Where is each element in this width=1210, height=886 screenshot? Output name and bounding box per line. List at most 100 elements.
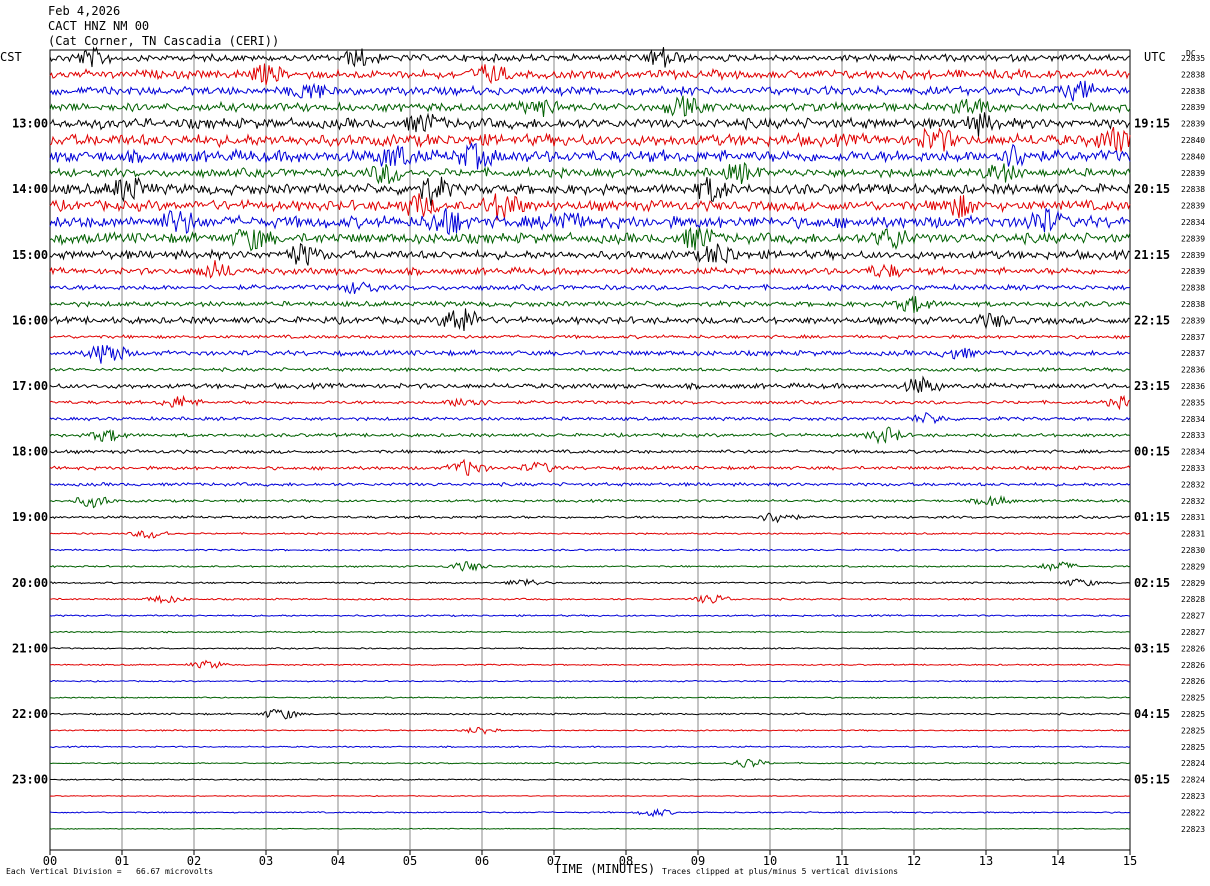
utc-time-label: 20:15 [1134,182,1170,196]
trace-line [49,394,1131,411]
x-tick-label: 08 [619,854,633,868]
dc-value-label: 22830 [1181,546,1205,555]
utc-time-label: 22:15 [1134,313,1170,327]
utc-time-label: 00:15 [1134,445,1170,459]
dc-value-label: 22827 [1181,628,1205,637]
x-tick-label: 10 [763,854,777,868]
cst-time-label: 15:00 [12,248,48,262]
header-location: (Cat Corner, TN Cascadia (CERI)) [48,34,280,48]
dc-value-label: 22838 [1181,70,1205,79]
clip-note: Traces clipped at plus/minus 5 vertical … [662,867,899,876]
utc-time-label: 05:15 [1134,773,1170,787]
utc-time-label: 23:15 [1134,379,1170,393]
utc-time-label: 04:15 [1134,707,1170,721]
x-axis-title: TIME (MINUTES) [554,862,656,876]
dc-value-label: 22839 [1181,103,1205,112]
trace-line [49,827,1131,830]
x-tick-label: 05 [403,854,417,868]
cst-time-label: 21:00 [12,641,48,655]
dc-value-label: 22839 [1181,120,1205,129]
dc-value-label: 22825 [1181,743,1205,752]
dc-value-label: 22838 [1181,284,1205,293]
utc-label: UTC [1144,50,1166,64]
x-tick-label: 09 [691,854,705,868]
dc-label: DC [1186,49,1196,58]
x-tick-label: 14 [1051,854,1065,868]
trace-line [49,345,1131,364]
x-tick-label: 00 [43,854,57,868]
trace-line [49,112,1131,137]
trace-line [49,758,1131,768]
cst-time-label: 18:00 [12,445,48,459]
trace-line [50,696,1131,699]
cst-label: CST [0,50,22,64]
trace-line [49,630,1131,634]
trace-line [49,577,1131,587]
dc-value-label: 22823 [1181,825,1205,834]
trace-line [49,709,1131,720]
trace-line [49,142,1131,170]
dc-value-label: 22839 [1181,202,1205,211]
dc-value-label: 22823 [1181,792,1205,801]
dc-value-label: 22836 [1181,382,1205,391]
x-tick-label: 02 [187,854,201,868]
dc-value-label: 22840 [1181,152,1205,161]
utc-time-label: 21:15 [1134,248,1170,262]
x-tick-label: 13 [979,854,993,868]
dc-value-label: 22829 [1181,562,1205,571]
dc-value-label: 22835 [1181,398,1205,407]
trace-line [49,807,1131,818]
dc-value-label: 22839 [1181,234,1205,243]
header-station: CACT HNZ NM 00 [48,19,150,33]
trace-line [49,426,1131,445]
cst-time-label: 17:00 [12,379,48,393]
dc-value-label: 22838 [1181,87,1205,96]
dc-value-label: 22832 [1181,497,1205,506]
cst-time-label: 23:00 [12,773,48,787]
trace-line [49,161,1131,185]
cst-time-label: 14:00 [12,182,48,196]
dc-value-label: 22837 [1181,349,1205,358]
trace-line [49,260,1131,279]
dc-value-label: 22839 [1181,267,1205,276]
dc-value-label: 22829 [1181,579,1205,588]
trace-line [49,176,1131,206]
trace-line [49,126,1131,152]
dc-values: 22835 22838 22838 22839 22839 22840 22840 22839… [1181,54,1205,834]
dc-value-label: 22822 [1181,808,1205,817]
trace-line [49,512,1131,524]
dc-value-label: 22834 [1181,415,1205,424]
trace-line [49,333,1130,340]
dc-value-label: 22835 [1181,54,1205,63]
cst-time-label: 16:00 [12,313,48,327]
trace-line [49,242,1131,266]
dc-value-label: 22827 [1181,612,1205,621]
trace-line [49,308,1131,332]
x-tick-label: 12 [907,854,921,868]
dc-value-label: 22826 [1181,661,1205,670]
trace-line [49,411,1131,425]
trace-line [49,726,1130,735]
header-date: Feb 4,2026 [48,4,121,18]
trace-line [49,295,1131,313]
trace-line [49,494,1131,509]
trace-line [50,659,1130,669]
x-tick-label: 11 [835,854,849,868]
trace-line [49,745,1131,749]
dc-value-label: 22831 [1181,513,1205,522]
utc-time-label: 01:15 [1134,510,1170,524]
division-note: Each Vertical Division = 66.67 microvolt… [6,867,214,876]
x-tick-label: 04 [331,854,345,868]
trace-line [49,193,1131,221]
trace-line [49,226,1131,252]
seismogram-traces [49,46,1131,830]
x-tick-label: 01 [115,854,129,868]
utc-time-label: 03:15 [1134,641,1170,655]
trace-line [49,561,1131,572]
dc-value-label: 22840 [1181,136,1205,145]
trace-line [49,80,1131,102]
dc-value-label: 22838 [1181,185,1205,194]
trace-line [49,281,1131,295]
dc-value-label: 22834 [1181,218,1205,227]
cst-time-label: 13:00 [12,117,48,131]
